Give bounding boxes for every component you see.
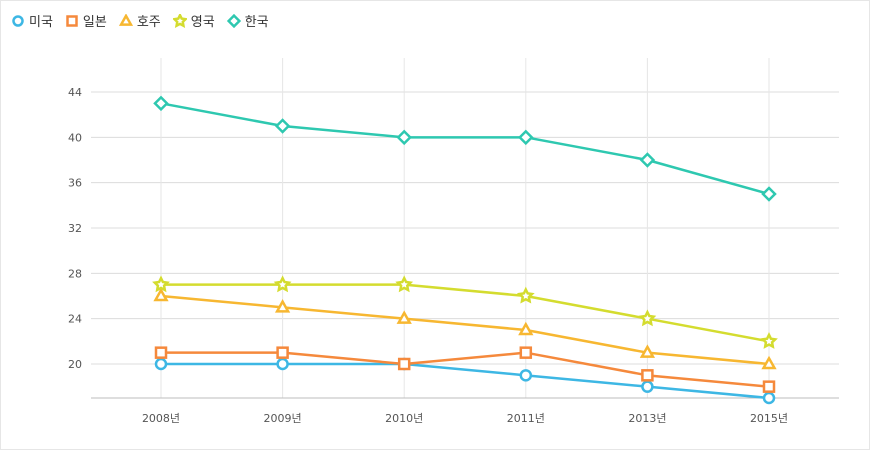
data-point <box>639 152 656 168</box>
data-point <box>639 344 656 358</box>
data-point <box>396 310 412 324</box>
legend-item-uk[interactable]: 영국 <box>172 11 215 30</box>
data-point <box>395 275 414 293</box>
legend-label: 일본 <box>82 15 107 30</box>
y-tick-label: 44 <box>68 86 82 99</box>
square-icon <box>66 14 78 27</box>
legend: 미국 일본 호주 영국 한국 <box>11 11 269 30</box>
star-marker-icon <box>172 13 187 28</box>
y-tick-label: 40 <box>68 131 82 144</box>
y-tick-label: 28 <box>68 267 82 280</box>
data-point <box>273 275 292 293</box>
data-point <box>396 129 412 146</box>
data-point <box>518 129 534 146</box>
circle-marker-icon <box>12 14 24 27</box>
data-point <box>153 287 169 302</box>
series-line <box>161 351 770 388</box>
data-point <box>276 346 289 359</box>
x-tick-label: 2009년 <box>264 412 302 425</box>
data-point <box>638 309 657 327</box>
data-point <box>153 95 169 112</box>
data-point <box>641 380 654 393</box>
data-point <box>154 357 168 371</box>
x-tick-label: 2010년 <box>385 412 423 425</box>
legend-item-australia[interactable]: 호주 <box>118 11 161 30</box>
diamond-icon <box>226 13 241 28</box>
y-tick-label: 36 <box>68 177 82 190</box>
legend-label: 한국 <box>244 15 269 30</box>
data-point <box>761 355 777 370</box>
data-point <box>397 357 411 371</box>
legend-label: 영국 <box>190 15 215 30</box>
y-tick-label: 24 <box>68 313 82 326</box>
data-point <box>761 186 777 202</box>
x-tick-label: 2008년 <box>142 412 180 425</box>
triangle-icon <box>118 13 133 26</box>
data-point <box>516 286 535 304</box>
x-tick-label: 2015년 <box>750 412 788 425</box>
data-point <box>274 299 291 313</box>
data-point <box>276 357 289 371</box>
data-point <box>518 321 534 336</box>
series-line <box>160 102 770 196</box>
data-point <box>760 332 778 349</box>
circle-icon <box>12 14 24 27</box>
x-tick-label: 2013년 <box>628 412 666 425</box>
x-tick-label: 2011년 <box>507 412 545 425</box>
y-tick-label: 32 <box>68 222 82 235</box>
data-point <box>519 369 533 382</box>
data-point <box>762 391 776 405</box>
data-point <box>154 346 168 359</box>
diamond-marker-icon <box>226 13 241 28</box>
series-line <box>161 362 770 400</box>
y-tick-label: 20 <box>68 358 82 371</box>
square-marker-icon <box>66 14 78 27</box>
data-point <box>152 275 170 293</box>
legend-label: 호주 <box>136 15 161 30</box>
data-point <box>274 118 291 134</box>
series-line <box>161 283 770 343</box>
data-point <box>762 380 776 393</box>
legend-item-korea[interactable]: 한국 <box>226 11 269 30</box>
legend-label: 미국 <box>29 15 53 30</box>
triangle-marker-icon <box>118 13 133 26</box>
legend-item-usa[interactable]: 미국 <box>11 11 53 30</box>
data-point <box>641 369 654 382</box>
star-icon <box>172 13 187 28</box>
legend-item-japan[interactable]: 일본 <box>65 11 107 30</box>
series-line <box>160 294 770 366</box>
data-point <box>519 346 533 359</box>
